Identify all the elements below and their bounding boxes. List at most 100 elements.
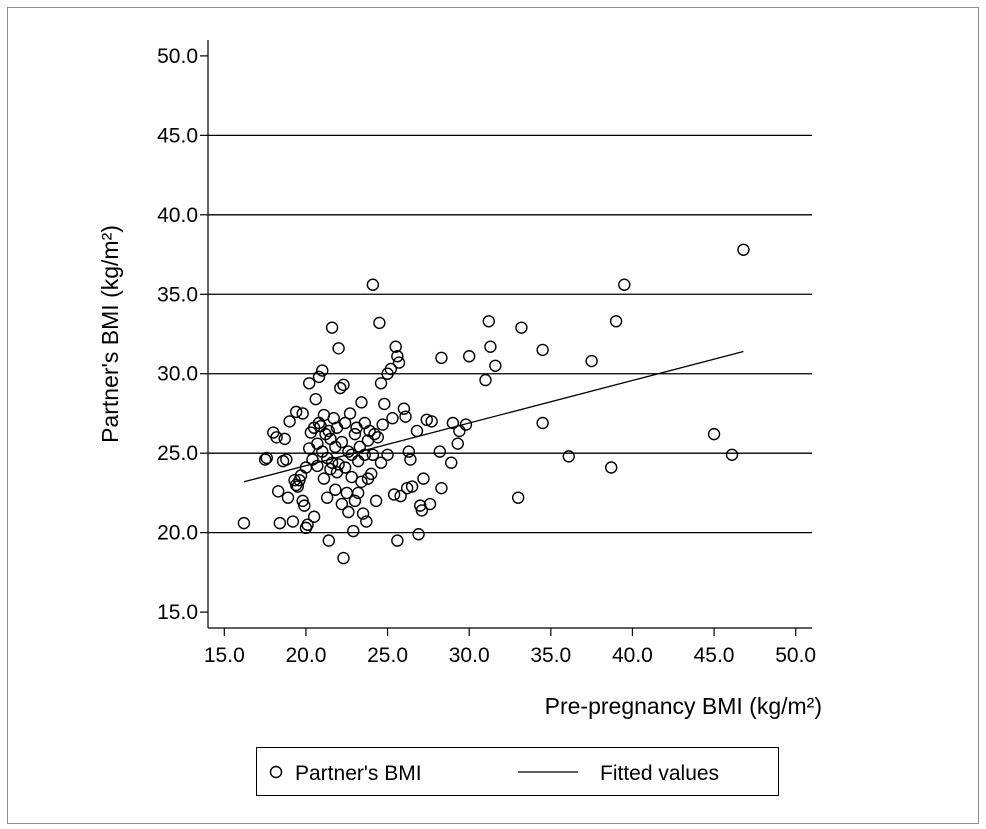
scatter-point-72 xyxy=(348,494,362,508)
scatter-point-44 xyxy=(322,534,335,547)
scatter-point-123 xyxy=(435,481,448,495)
scatter-point-62 xyxy=(338,461,352,474)
y-tick-label-2: 25.0 xyxy=(157,442,198,465)
x-tick-label-7: 50.0 xyxy=(775,644,816,667)
scatter-point-10 xyxy=(281,491,295,504)
scatter-point-75 xyxy=(351,486,365,500)
scatter-point-135 xyxy=(515,321,528,334)
x-tick-label-5: 40.0 xyxy=(612,644,653,667)
scatter-point-6 xyxy=(273,516,287,530)
scatter-point-106 xyxy=(394,489,407,503)
scatter-point-111 xyxy=(404,453,417,466)
scatter-point-138 xyxy=(562,450,575,463)
scatter-point-29 xyxy=(307,510,321,523)
scatter-point-93 xyxy=(374,456,388,469)
scatter-point-16 xyxy=(291,480,304,493)
x-tick-label-4: 35.0 xyxy=(530,644,571,667)
scatter-point-126 xyxy=(451,437,464,450)
axes xyxy=(200,40,812,636)
legend: Partner's BMI Fitted values xyxy=(256,747,779,796)
scatter-point-143 xyxy=(707,427,721,441)
scatter-point-71 xyxy=(348,427,362,441)
scatter-point-5 xyxy=(271,485,285,498)
scatter-point-134 xyxy=(511,491,525,504)
scatter-point-26 xyxy=(303,377,316,390)
scatter-point-14 xyxy=(289,405,303,419)
scatter-point-101 xyxy=(387,488,401,501)
scatter-point-139 xyxy=(585,354,598,368)
y-tick-label-0: 15.0 xyxy=(157,601,198,624)
scatter-point-88 xyxy=(366,448,380,461)
scatter-point-107 xyxy=(397,402,411,415)
scatter-point-145 xyxy=(737,243,750,256)
scatter-point-120 xyxy=(425,415,438,428)
scatter-point-86 xyxy=(365,467,378,481)
scatter-point-102 xyxy=(389,340,402,353)
legend-box xyxy=(256,747,779,796)
scatter-point-57 xyxy=(334,381,347,395)
scatter-point-8 xyxy=(278,432,291,446)
scatter-point-45 xyxy=(322,424,335,438)
scatter-point-132 xyxy=(484,340,497,353)
scatter-point-87 xyxy=(366,278,380,291)
scatter-point-110 xyxy=(402,445,415,458)
scatter-point-91 xyxy=(371,431,384,444)
scatter-point-104 xyxy=(391,350,404,363)
scatter-point-133 xyxy=(489,359,502,372)
scatter-point-117 xyxy=(417,472,430,485)
y-tick-label-6: 45.0 xyxy=(157,124,198,147)
scatter-point-90 xyxy=(369,494,383,508)
scatter-point-9 xyxy=(280,453,293,466)
scatter-point-79 xyxy=(356,507,370,520)
scatter-point-141 xyxy=(609,315,623,328)
scatter-point-103 xyxy=(391,534,404,547)
scatter-point-99 xyxy=(384,362,398,376)
tick-labels: 15.0 20.0 25.0 30.0 35.0 40.0 45.0 50.0 15.0 20.0… xyxy=(157,45,816,667)
scatter-point-89 xyxy=(368,427,381,441)
scatter-point-131 xyxy=(482,315,495,328)
scatter-point-66 xyxy=(342,505,355,519)
scatter-point-21 xyxy=(298,499,311,512)
scatter-points xyxy=(237,243,750,565)
scatter-point-92 xyxy=(373,316,386,330)
scatter-point-60 xyxy=(337,378,350,392)
scatter-point-95 xyxy=(376,418,389,431)
scatter-point-137 xyxy=(536,416,549,430)
scatter-point-97 xyxy=(381,448,394,461)
scatter-point-68 xyxy=(345,470,358,484)
scatter-point-48 xyxy=(325,321,339,334)
scatter-point-42 xyxy=(320,491,334,504)
scatter-point-55 xyxy=(332,342,345,355)
scatter-point-33 xyxy=(311,459,324,473)
scatter-point-105 xyxy=(392,356,406,369)
scatter-point-35 xyxy=(312,370,326,384)
scatter-point-4 xyxy=(270,431,283,444)
scatter-point-112 xyxy=(405,480,419,493)
scatter-point-65 xyxy=(342,445,355,458)
scatter-point-31 xyxy=(309,392,322,406)
scatter-point-124 xyxy=(445,456,458,469)
scatter-point-78 xyxy=(355,475,368,488)
scatter-point-128 xyxy=(459,418,473,431)
scatter-point-121 xyxy=(433,445,447,458)
scatter-point-2 xyxy=(260,451,273,465)
y-tick-label-3: 30.0 xyxy=(157,363,198,386)
x-tick-label-1: 20.0 xyxy=(286,644,327,667)
scatter-point-1 xyxy=(258,453,272,466)
scatter-point-24 xyxy=(301,518,314,531)
y-tick-label-1: 20.0 xyxy=(157,522,198,545)
scatter-point-96 xyxy=(378,397,391,411)
chart-frame xyxy=(7,7,979,824)
scatter-point-70 xyxy=(347,524,360,538)
y-tick-label-7: 50.0 xyxy=(157,45,198,68)
scatter-point-74 xyxy=(351,454,365,468)
scatter-point-119 xyxy=(423,497,437,511)
scatter-point-122 xyxy=(435,351,448,365)
scatter-point-100 xyxy=(386,412,399,425)
scatter-point-11 xyxy=(283,415,296,428)
scatter-point-12 xyxy=(286,515,300,528)
x-axis-label: Pre-pregnancy BMI (kg/m²) xyxy=(545,693,822,719)
scatter-point-130 xyxy=(479,373,492,387)
scatter-point-108 xyxy=(399,410,412,423)
